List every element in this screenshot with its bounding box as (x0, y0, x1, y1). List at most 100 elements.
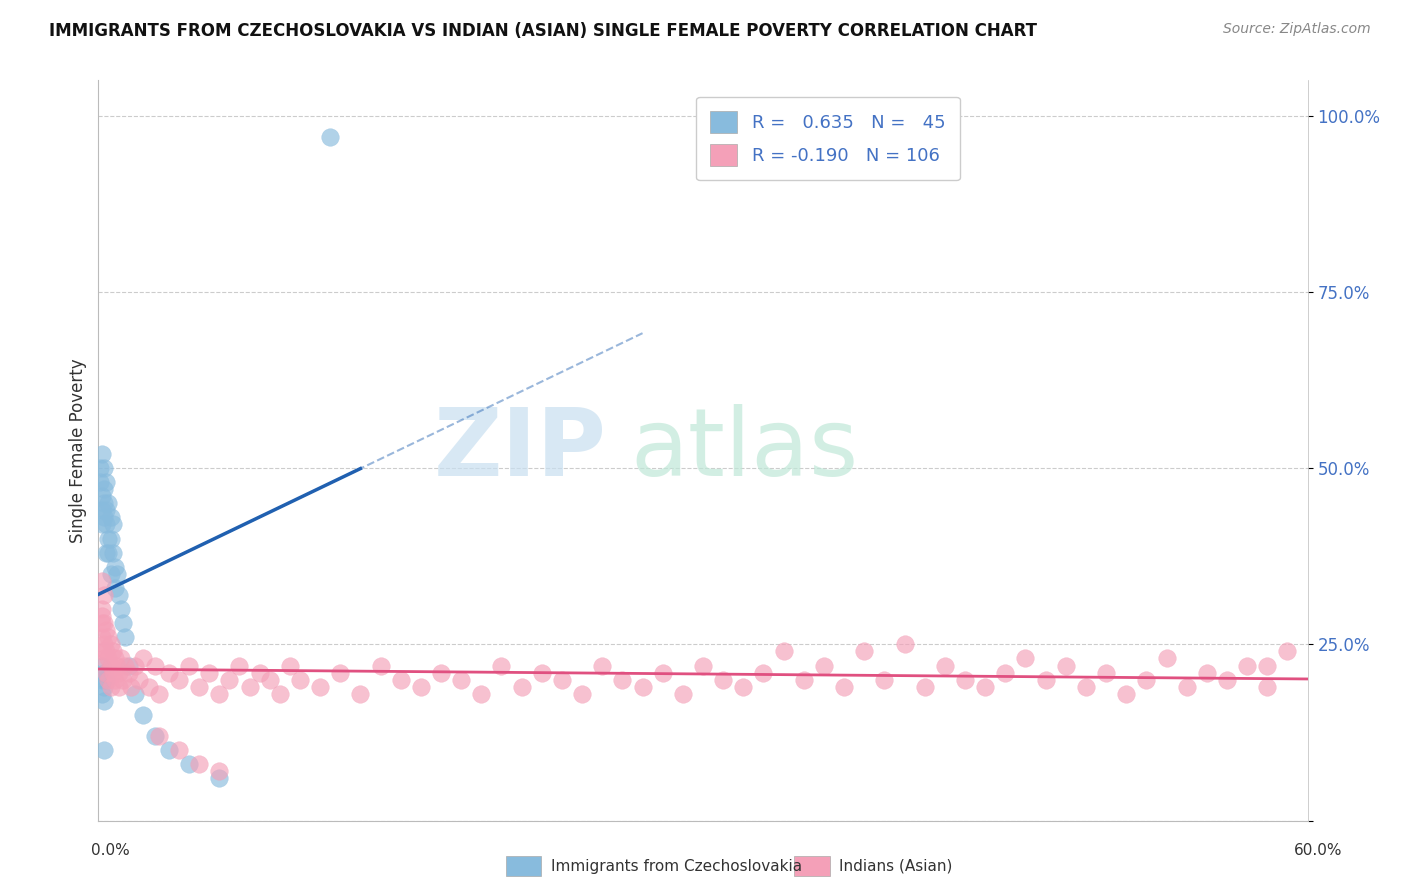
Point (953, 673, 976, 687)
Point (97, 532, 120, 546)
Point (100, 532, 122, 546)
Point (470, 687, 492, 701)
Point (97, 546, 120, 560)
Point (752, 665, 775, 680)
Point (167, 673, 190, 687)
Point (93, 743, 115, 757)
Point (510, 680, 533, 694)
Point (132, 707, 155, 722)
Point (832, 680, 855, 694)
Point (631, 680, 654, 694)
Point (218, 673, 240, 687)
Point (111, 616, 134, 631)
Text: atlas: atlas (630, 404, 859, 497)
Point (138, 680, 160, 694)
Point (96, 624, 118, 638)
Point (114, 658, 136, 673)
Point (1074, 680, 1097, 694)
Point (93, 665, 115, 680)
Point (1054, 658, 1077, 673)
Point (110, 602, 132, 616)
Point (103, 559, 125, 574)
Point (132, 651, 155, 665)
Point (91, 658, 114, 673)
Point (118, 658, 141, 673)
Point (651, 665, 673, 680)
Point (974, 680, 997, 694)
Point (1156, 651, 1178, 665)
Point (813, 658, 835, 673)
Point (612, 673, 634, 687)
Point (97, 651, 120, 665)
Point (101, 644, 124, 658)
Point (239, 680, 262, 694)
Point (530, 665, 553, 680)
Point (96, 517, 118, 532)
Point (100, 680, 122, 694)
Point (167, 743, 190, 757)
Point (1135, 673, 1157, 687)
Text: Source: ZipAtlas.com: Source: ZipAtlas.com (1223, 22, 1371, 37)
Point (101, 517, 124, 532)
Legend: R =   0.635   N =   45, R = -0.190   N = 106: R = 0.635 N = 45, R = -0.190 N = 106 (696, 96, 960, 180)
Point (100, 510, 122, 524)
Point (91, 630, 114, 644)
Point (93, 616, 115, 631)
Point (96, 673, 118, 687)
Point (91, 673, 114, 687)
Point (105, 658, 128, 673)
Point (249, 665, 271, 680)
Text: ZIP: ZIP (433, 404, 606, 497)
Point (105, 566, 128, 581)
Point (893, 637, 915, 651)
Point (450, 673, 472, 687)
Text: Immigrants from Czechoslovakia: Immigrants from Czechoslovakia (551, 859, 803, 873)
Point (571, 687, 593, 701)
Point (370, 658, 392, 673)
Point (96, 665, 118, 680)
Point (143, 658, 166, 673)
Point (409, 680, 432, 694)
Point (914, 680, 936, 694)
Point (91, 602, 114, 616)
Point (934, 658, 956, 673)
Point (1175, 680, 1198, 694)
Point (110, 651, 132, 665)
Point (91, 517, 114, 532)
Point (103, 673, 125, 687)
Point (309, 680, 332, 694)
Point (93, 510, 115, 524)
Point (89, 475, 111, 490)
Point (93, 637, 115, 651)
Point (91, 616, 114, 631)
Point (349, 687, 371, 701)
Point (96, 503, 118, 517)
Point (128, 673, 150, 687)
Point (1256, 658, 1278, 673)
Point (853, 644, 876, 658)
Point (591, 658, 613, 673)
Point (1236, 658, 1258, 673)
Point (107, 588, 129, 602)
Point (873, 673, 896, 687)
Point (91, 447, 114, 461)
Point (91, 503, 114, 517)
Point (91, 687, 114, 701)
Point (491, 658, 513, 673)
Point (100, 658, 122, 673)
Point (96, 475, 118, 490)
Point (179, 658, 201, 673)
Point (208, 687, 231, 701)
Point (551, 673, 574, 687)
Point (91, 609, 114, 624)
Point (389, 673, 412, 687)
Point (672, 687, 695, 701)
Point (89, 461, 111, 475)
Point (1195, 665, 1218, 680)
Point (107, 665, 129, 680)
Point (994, 665, 1017, 680)
Point (93, 680, 115, 694)
Point (93, 694, 115, 708)
Point (157, 743, 180, 757)
Text: Indians (Asian): Indians (Asian) (839, 859, 953, 873)
